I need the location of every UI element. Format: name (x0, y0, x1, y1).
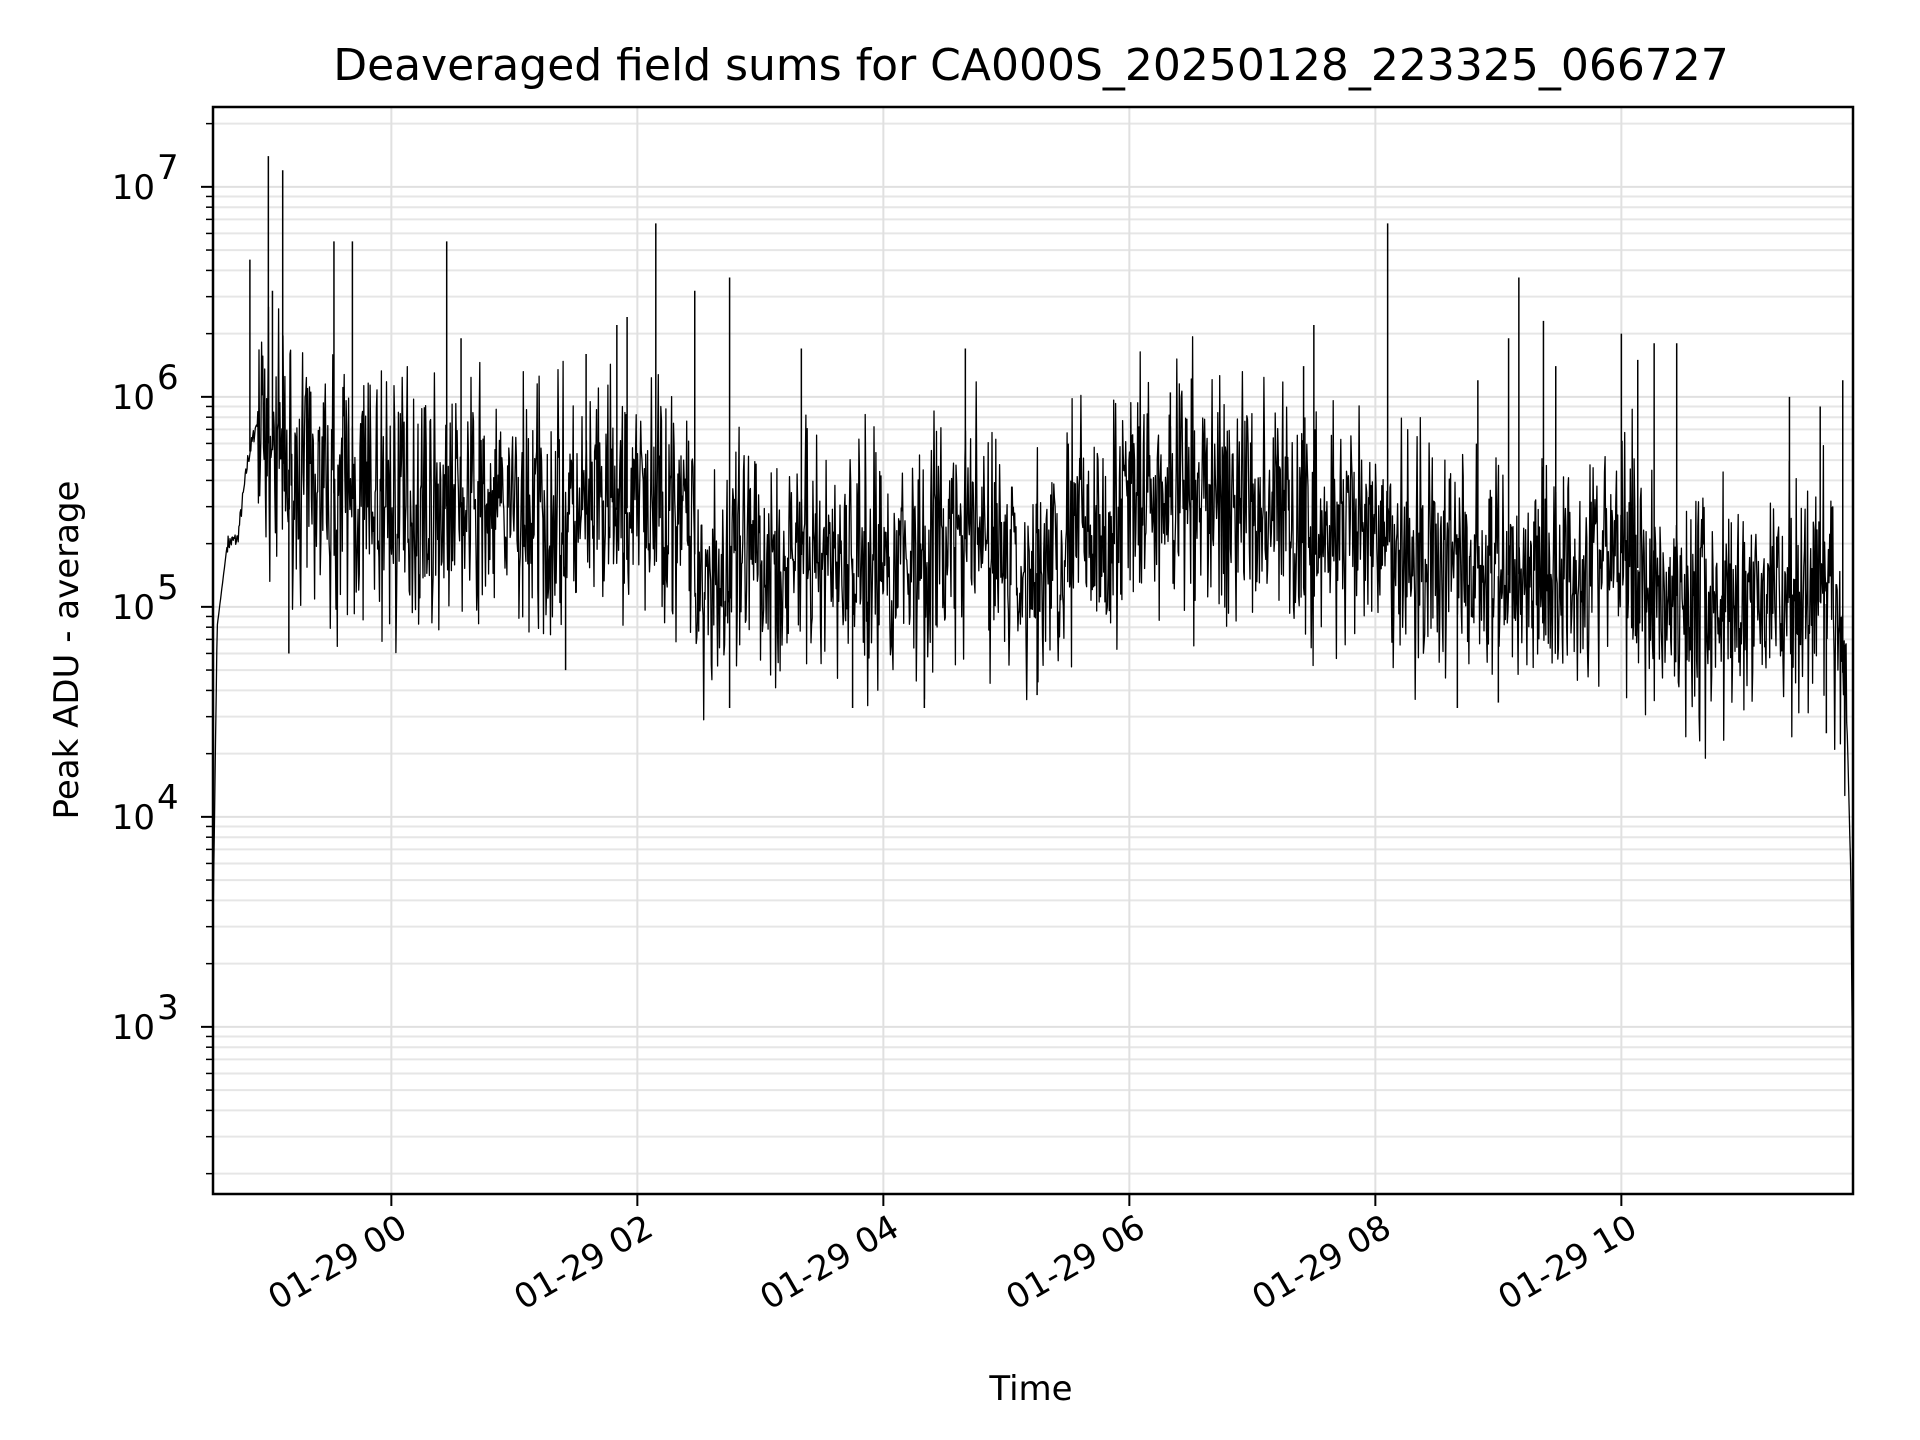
y-tick-base: 10 (112, 168, 155, 208)
chart-title: Deaveraged field sums for CA000S_2025012… (333, 40, 1729, 91)
y-axis-label: Peak ADU - average (47, 481, 87, 820)
grid (213, 107, 1853, 1194)
plot-frame (211, 105, 1855, 1196)
y-tick-exponent: 7 (157, 148, 179, 188)
y-tick-exponent: 4 (157, 778, 179, 818)
y-tick-exponent: 3 (157, 988, 179, 1028)
y-tick-base: 10 (112, 1008, 155, 1048)
y-tick-label: 10 (112, 588, 155, 628)
y-tick-base: 10 (112, 378, 155, 418)
y-tick-base: 10 (112, 798, 155, 838)
y-tick-label: 10 (112, 1008, 155, 1048)
y-tick-base: 10 (112, 588, 155, 628)
y-tick-label: 10 (112, 168, 155, 208)
y-tick-label: 10 (112, 378, 155, 418)
series-layer (212, 156, 1854, 1137)
series-line (212, 306, 1854, 1137)
y-tick-label: 10 (112, 798, 155, 838)
x-axis-label: Time (988, 1369, 1072, 1409)
y-tick-exponent: 5 (157, 568, 179, 608)
y-tick-exponent: 6 (157, 358, 179, 398)
